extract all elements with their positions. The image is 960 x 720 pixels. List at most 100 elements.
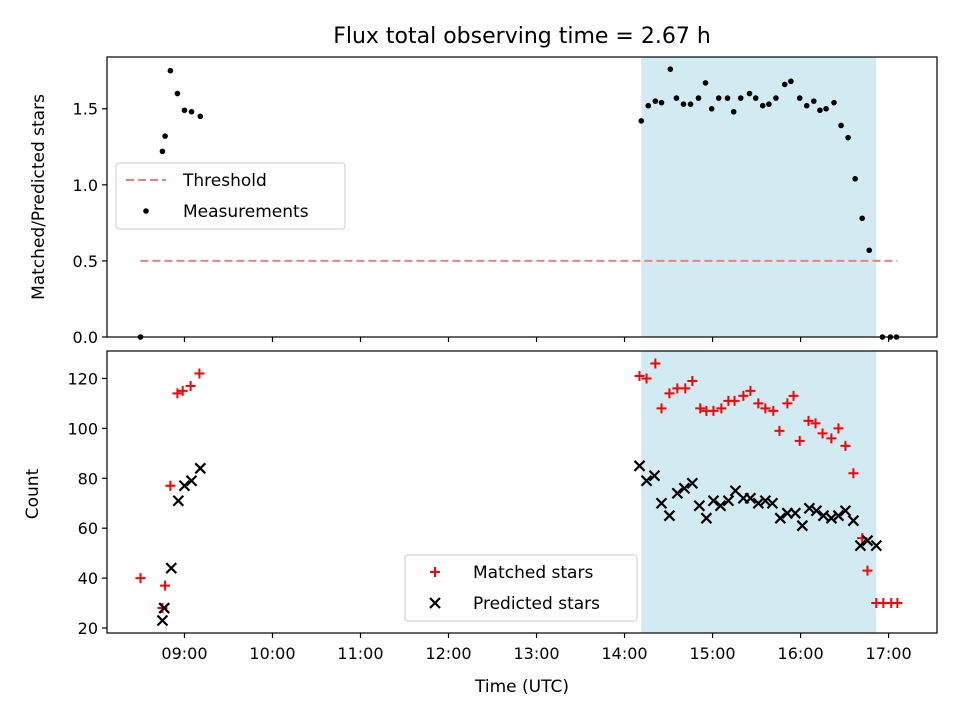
- measurement-point: [162, 133, 168, 139]
- predicted-star-point: [714, 499, 727, 512]
- bottom-y-tick-label: 40: [78, 569, 98, 588]
- top-legend-box: [115, 162, 346, 230]
- predicted-star-point: [663, 509, 676, 522]
- predicted-star-point: [633, 460, 646, 472]
- top-legend: Threshold Measurements: [115, 162, 346, 230]
- top-y-tick-label: 0.5: [73, 252, 98, 271]
- top-plot-frame: [106, 56, 938, 338]
- predicted-star-point: [185, 474, 198, 487]
- bottom-legend-box: [404, 554, 638, 622]
- matched-star-point: [656, 403, 667, 414]
- matched-star-point: [708, 405, 719, 416]
- predicted-star-point: [744, 492, 757, 505]
- bottom-y-tick-label: 80: [78, 469, 98, 488]
- bottom-y-tick-label: 60: [78, 519, 98, 538]
- matched-star-point: [687, 375, 698, 386]
- predicted-star-point: [803, 502, 816, 514]
- measurement-point: [817, 107, 823, 114]
- predicted-star-point: [789, 507, 802, 519]
- predicted-star-point: [752, 497, 765, 510]
- matched-star-point: [817, 428, 828, 439]
- x-tick-label: 17:00: [866, 644, 912, 663]
- matched-star-point: [634, 370, 645, 381]
- predicted-star-point: [854, 539, 867, 552]
- predicted-star-point: [817, 509, 830, 522]
- measurement-point: [159, 148, 166, 155]
- matched-star-point: [664, 388, 675, 399]
- matched-star-point: [716, 403, 727, 414]
- matched-star-point: [172, 388, 183, 399]
- predicted-star-point: [671, 487, 684, 500]
- x-axis-label: Time (UTC): [474, 677, 569, 697]
- predicted-star-point: [158, 602, 170, 614]
- matched-star-point: [833, 423, 844, 434]
- predicted-star-point: [678, 482, 691, 495]
- predicted-star-point: [178, 479, 191, 492]
- matched-star-point: [185, 380, 196, 391]
- measurement-point: [796, 95, 803, 101]
- measurement-point: [708, 105, 715, 112]
- measurement-point: [673, 95, 680, 101]
- measurement-point: [730, 108, 737, 115]
- matched-star-point: [680, 383, 691, 394]
- predicted-star-point: [686, 477, 699, 490]
- top-y-tick-label: 0.0: [73, 328, 98, 347]
- matched-star-point: [135, 573, 146, 584]
- matched-star-point: [641, 373, 652, 384]
- measurement-point: [687, 101, 694, 107]
- matched-star-point: [840, 440, 851, 451]
- predicted-star-point: [839, 504, 852, 517]
- predicted-star-point: [722, 494, 735, 507]
- legend-label: Matched stars: [473, 563, 593, 583]
- predicted-star-point: [832, 509, 845, 522]
- predicted-star-point: [640, 474, 653, 487]
- predicted-star-point: [648, 470, 661, 482]
- bottom-plot-frame: [106, 350, 938, 634]
- predicted-star-point: [165, 562, 178, 574]
- matched-star-point: [177, 385, 188, 396]
- predicted-star-point: [194, 462, 207, 475]
- measurement-point: [638, 118, 645, 124]
- measurement-point: [174, 90, 181, 97]
- predicted-star-point: [861, 534, 874, 547]
- top-series-0: [137, 66, 900, 340]
- matched-star-point: [826, 433, 837, 444]
- measurement-point: [831, 99, 837, 106]
- predicted-star-point: [870, 539, 883, 552]
- matched-star-point: [160, 580, 171, 591]
- matched-star-point: [803, 415, 814, 426]
- legend-label: Predicted stars: [473, 594, 600, 614]
- legend-label: Threshold: [182, 171, 267, 191]
- measurement-point: [781, 81, 788, 88]
- matched-star-point: [768, 405, 779, 416]
- measurement-point: [167, 67, 174, 74]
- legend-predicted-swatch: [429, 597, 441, 609]
- x-tick-label: 15:00: [690, 644, 736, 663]
- matched-star-point: [788, 390, 799, 401]
- bottom-y-tick-label: 20: [78, 619, 98, 638]
- bottom-panel: 20 40 60 80 100 120 09:00 10:00 11:00 12:00 13:00 1…: [67, 350, 938, 663]
- matched-star-point: [760, 403, 771, 414]
- matched-star-point: [782, 398, 793, 409]
- predicted-star-point: [810, 504, 823, 517]
- matched-star-point: [810, 418, 821, 429]
- matched-star-point: [695, 403, 706, 414]
- predicted-star-point: [655, 497, 668, 510]
- predicted-star-point: [766, 497, 779, 510]
- x-tick-label: 13:00: [513, 644, 559, 663]
- measurement-point: [695, 95, 702, 101]
- matched-star-point: [745, 385, 756, 396]
- measurement-point: [852, 175, 858, 182]
- matched-star-point: [650, 358, 661, 369]
- matched-star-point: [862, 565, 873, 576]
- x-tick-label: 10:00: [249, 644, 295, 663]
- measurement-point: [680, 101, 687, 107]
- matched-star-point: [774, 425, 785, 436]
- matched-star-point: [157, 603, 168, 614]
- measurement-point: [702, 80, 709, 86]
- matched-star-point: [753, 398, 764, 409]
- measurement-point: [645, 102, 652, 109]
- measurement-point: [724, 95, 731, 101]
- predicted-star-point: [156, 614, 169, 627]
- bottom-series-0: [135, 358, 903, 614]
